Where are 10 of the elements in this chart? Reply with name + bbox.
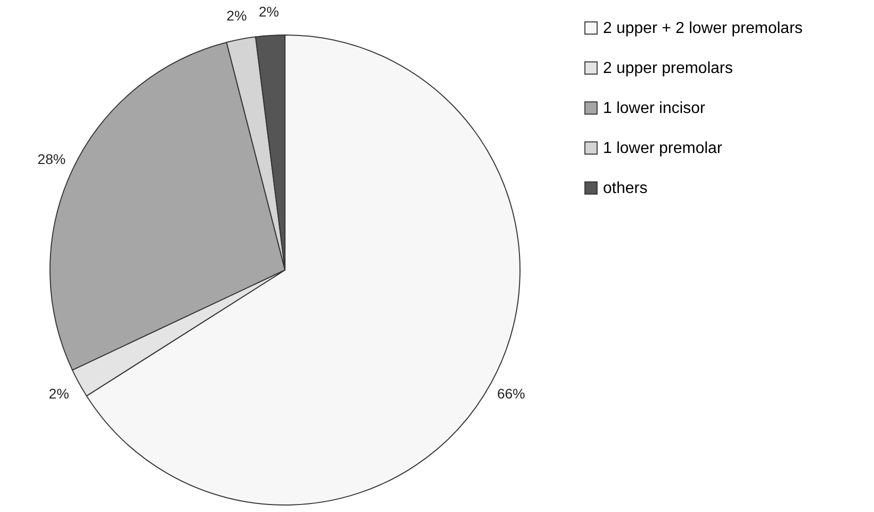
data-label: 28%: [38, 151, 66, 168]
legend-label: 2 upper + 2 lower premolars: [603, 20, 803, 37]
legend-label: 1 lower incisor: [603, 100, 706, 117]
data-label: 2%: [48, 385, 70, 402]
legend-label: 2 upper premolars: [603, 60, 733, 77]
legend-label: 1 lower premolar: [603, 140, 723, 157]
data-label: 66%: [497, 385, 526, 402]
data-label: 2%: [258, 4, 279, 20]
data-label: 2%: [226, 8, 247, 24]
legend-label: others: [603, 180, 648, 197]
